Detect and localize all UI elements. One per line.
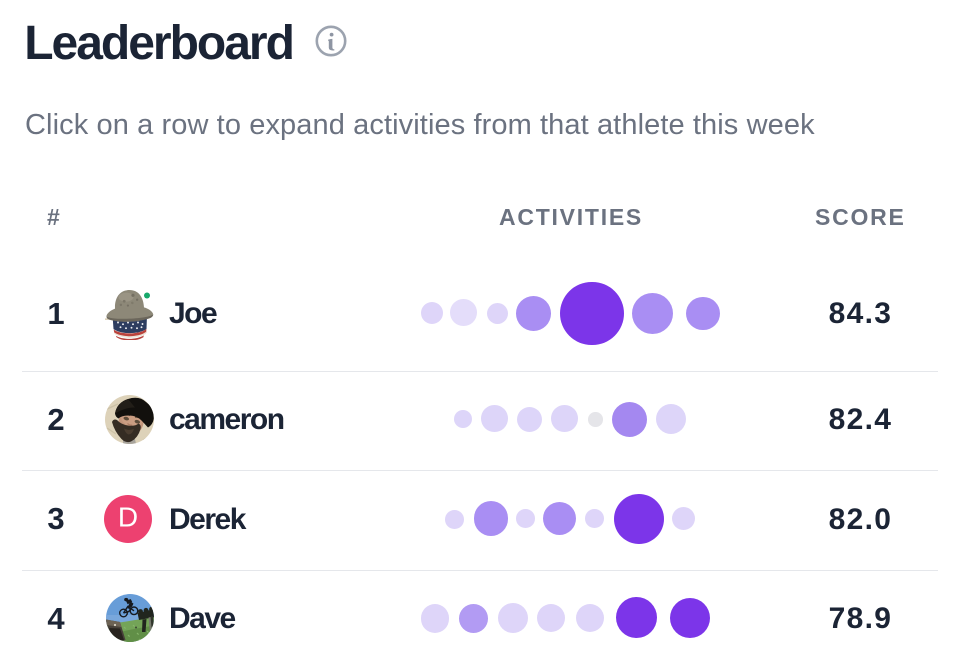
- svg-text:D: D: [118, 502, 138, 533]
